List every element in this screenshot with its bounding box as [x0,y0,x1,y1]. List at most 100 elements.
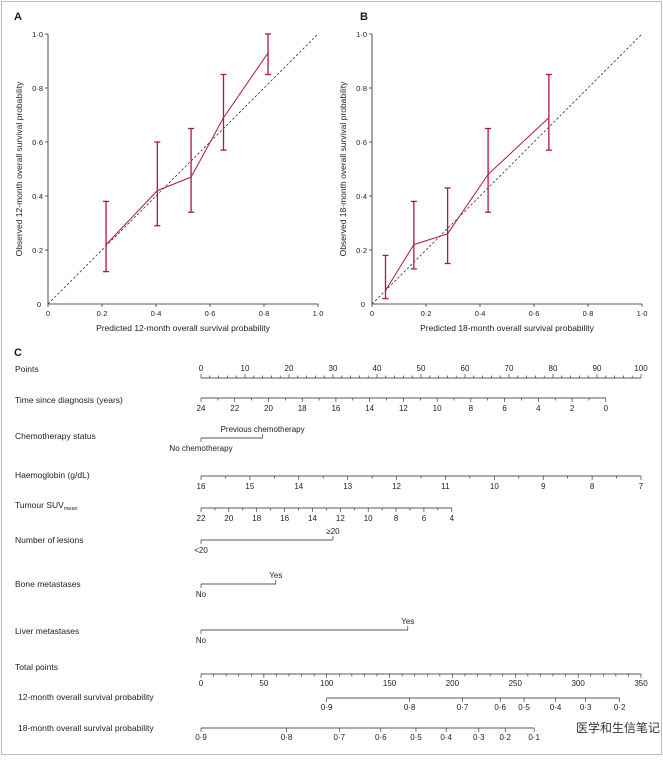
calibration-a-x-tick-label: 0·6 [205,309,216,318]
nomogram-tick-label: 8 [394,514,399,523]
watermark-text: 医学和生信笔记 [576,720,660,735]
nomogram-tick-label: 14 [294,482,303,491]
nomogram-row: Time since diagnosis (years)24 22 20 18 16 14… [15,395,609,413]
calibration-b-x-ticks: 0 0·2 0·4 0·6 0·8 1·0 [370,304,647,318]
nomogram-low-label: No [196,636,207,645]
nomogram-tick-label: 20 [264,404,273,413]
calibration-b-y-ticks: 0 0·2 0·4 0·6 0·8 1·0 [356,30,372,309]
nomogram-tick-label: 22 [197,514,206,523]
nomogram-tick-label: 24 [197,404,206,413]
nomogram-tick-label: 18 [252,514,261,523]
nomogram-tick-label: 0·3 [580,703,592,712]
nomogram-tick-label: 0·7 [457,703,469,712]
nomogram-tick-label: 10 [241,364,250,373]
nomogram-tick-label: 10 [433,404,442,413]
nomogram-tick-label: 0·1 [528,733,540,742]
calibration-a-y-tick-label: 0 [37,300,41,309]
nomogram-tick-label: 0·7 [334,733,346,742]
nomogram-tick-label: 4 [536,404,541,413]
calibration-a-reference-line [47,33,319,305]
nomogram-tick-label: 16 [197,482,206,491]
nomogram-tick-label: 2 [570,404,575,413]
nomogram-row-label: 12-month overall survival probability [18,692,154,702]
calibration-b-error-bars [382,73,552,300]
nomogram-tick-label: 150 [383,679,397,688]
nomogram-tick-label: 0 [199,364,204,373]
nomogram-tick-label: 0·5 [410,733,422,742]
nomogram-row-label: Liver metastases [15,626,79,636]
nomogram-tick-label: 0 [199,679,204,688]
nomogram-tick-label: 13 [343,482,352,491]
nomogram-high-label: Yes [401,617,414,626]
nomogram-tick-label: 0·4 [440,733,452,742]
nomogram-row-label: Total points [15,662,58,672]
calibration-a-y-tick-label: 0·6 [32,138,43,147]
nomogram-row-label: Points [15,364,39,374]
calibration-b-y-tick-label: 0·6 [356,138,367,147]
nomogram-tick-label: 6 [502,404,507,413]
nomogram-high-label: Previous chemotherapy [221,425,305,434]
nomogram-tick-label: 40 [373,364,382,373]
nomogram-tick-label: 0·6 [375,733,387,742]
nomogram-row-label-sub: mean [64,506,78,512]
calibration-a-error-bars [103,33,272,273]
calibration-b-x-tick-label: 0 [370,309,374,318]
nomogram-tick-label: 90 [593,364,602,373]
nomogram-tick-label: 50 [417,364,426,373]
calibration-a-x-title: Predicted 12-month overall survival prob… [96,323,271,333]
calibration-a-y-tick-label: 0·4 [32,192,43,201]
nomogram-tick-label: 20 [224,514,233,523]
nomogram-low-label: No [196,590,207,599]
calibration-a-x-tick-label: 0·4 [151,309,162,318]
calibration-a-x-tick-label: 0·2 [97,309,108,318]
calibration-plot-a: 0 0·2 0·4 0·6 0·8 1·0 0 0·2 0·4 0·6 0·8 1·0 Predic… [14,30,323,333]
nomogram-row: Number of lesions ≥20 <20 [15,527,340,555]
nomogram-low-label: <20 [194,546,208,555]
nomogram-tick-label: 100 [320,679,334,688]
nomogram-row-label: Time since diagnosis (years) [15,395,123,405]
nomogram-tick-label: 7 [639,482,644,491]
nomogram-tick-label: 6 [422,514,427,523]
calibration-a-y-tick-label: 0·8 [32,84,43,93]
panel-a-label: A [14,11,22,23]
nomogram-tick-label: 0·8 [281,733,293,742]
nomogram-tick-label: 200 [446,679,460,688]
nomogram-tick-label: 250 [509,679,523,688]
nomogram-tick-label: 14 [308,514,317,523]
nomogram-low-label: No chemotherapy [169,444,232,453]
calibration-a-y-title: Observed 12-month overall survival proba… [14,81,24,257]
nomogram-row-label: Chemotherapy status [15,431,96,441]
nomogram-row-label: 18-month overall survival probability [18,723,154,733]
nomogram-tick-label: 22 [230,404,239,413]
nomogram-tick-label: 14 [365,404,374,413]
nomogram-row: Liver metastases Yes No [15,617,414,645]
calibration-b-x-tick-label: 0·6 [529,309,540,318]
calibration-a-x-tick-label: 1·0 [313,309,324,318]
calibration-b-reference-line [371,33,643,305]
calibration-a-x-tick-label: 0·8 [259,309,270,318]
calibration-b-x-title: Predicted 18-month overall survival prob… [420,323,595,333]
nomogram-row: Chemotherapy status Previous chemotherapy… [15,425,305,453]
nomogram-tick-label: 70 [505,364,514,373]
nomogram-high-label: ≥20 [326,527,340,536]
nomogram-tick-label: 9 [541,482,546,491]
nomogram-tick-label: 16 [280,514,289,523]
nomogram-row: 12-month overall survival probability 0·9… [18,692,626,712]
nomogram-tick-label: 0·2 [499,733,511,742]
calibration-a-y-tick-label: 1·0 [32,30,43,39]
nomogram-row: Tumour SUVmean 22 20 18 16 14 12 10 8 6 4 [15,500,455,523]
nomogram-tick-label: 10 [364,514,373,523]
nomogram-tick-label: 80 [549,364,558,373]
calibration-b-y-tick-label: 0·2 [356,246,367,255]
nomogram-row-label: Tumour SUVmean [15,500,78,512]
nomogram-tick-label: 12 [392,482,401,491]
nomogram-tick-label: 11 [441,482,450,491]
nomogram-tick-label: 50 [259,679,268,688]
calibration-a-y-tick-label: 0·2 [32,246,43,255]
nomogram-tick-label: 0·8 [404,703,416,712]
nomogram-tick-label: 15 [245,482,254,491]
calibration-b-x-tick-label: 0·8 [583,309,594,318]
